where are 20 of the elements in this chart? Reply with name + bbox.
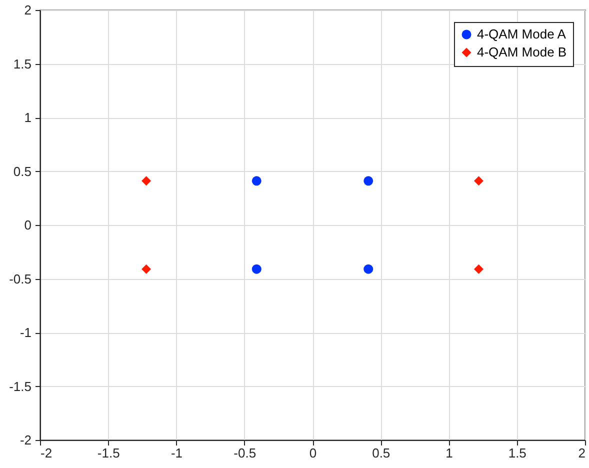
legend-label: 4-QAM Mode A xyxy=(477,26,566,42)
x-tick-label: 1.5 xyxy=(508,446,526,460)
legend-label: 4-QAM Mode B xyxy=(477,44,567,60)
x-tick-label: 1 xyxy=(446,446,453,460)
y-tick-label: 2 xyxy=(24,2,32,18)
x-tick-label: 0 xyxy=(309,446,317,460)
y-tick-label: -2 xyxy=(20,432,32,448)
y-tick-label: -1.5 xyxy=(9,378,32,394)
y-tick-label: -0.5 xyxy=(9,271,32,286)
y-tick-label: -1 xyxy=(20,325,32,340)
x-tick-label: 0.5 xyxy=(372,446,390,460)
y-tick-label: 0 xyxy=(24,218,32,232)
x-tick-label: 2 xyxy=(578,446,586,460)
x-tick-label: -1.5 xyxy=(97,446,120,460)
y-tick-label: 1 xyxy=(24,110,32,125)
x-tick-label: -2 xyxy=(40,446,52,460)
x-tick-label: -1 xyxy=(170,446,183,460)
x-tick-label: -0.5 xyxy=(234,446,256,460)
y-tick-label: 0.5 xyxy=(13,164,32,179)
y-tick-label: 1.5 xyxy=(13,56,32,72)
